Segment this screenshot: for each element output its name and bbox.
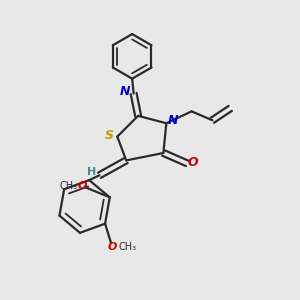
Text: CH₃: CH₃: [59, 181, 77, 191]
Text: CH₃: CH₃: [118, 242, 136, 252]
Text: H: H: [87, 167, 97, 177]
Text: O: O: [78, 181, 88, 191]
Text: N: N: [120, 85, 130, 98]
Text: O: O: [108, 242, 118, 252]
Text: S: S: [104, 129, 113, 142]
Text: O: O: [188, 156, 198, 169]
Text: N: N: [168, 114, 178, 127]
